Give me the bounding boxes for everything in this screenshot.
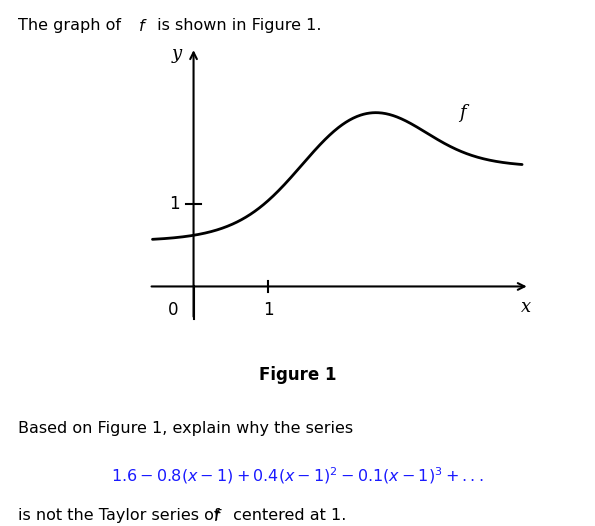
Text: y: y (172, 45, 182, 63)
Text: centered at 1.: centered at 1. (228, 508, 346, 523)
Text: is shown in Figure 1.: is shown in Figure 1. (152, 18, 322, 34)
Text: $1.6-0.8(x-1)+0.4(x-1)^2-0.1(x-1)^3+...$: $1.6-0.8(x-1)+0.4(x-1)^2-0.1(x-1)^3+...$ (111, 466, 484, 486)
Text: 0: 0 (167, 300, 178, 319)
Text: Based on Figure 1, explain why the series: Based on Figure 1, explain why the serie… (18, 421, 353, 436)
Text: $f$: $f$ (138, 18, 148, 35)
Text: $f$: $f$ (213, 508, 223, 524)
Text: The graph of: The graph of (18, 18, 131, 34)
Text: 1: 1 (170, 195, 180, 213)
Text: Figure 1: Figure 1 (259, 366, 336, 383)
Text: is not the Taylor series of: is not the Taylor series of (18, 508, 230, 523)
Text: 1: 1 (263, 300, 274, 319)
Text: f: f (459, 104, 466, 123)
Text: x: x (521, 298, 531, 316)
